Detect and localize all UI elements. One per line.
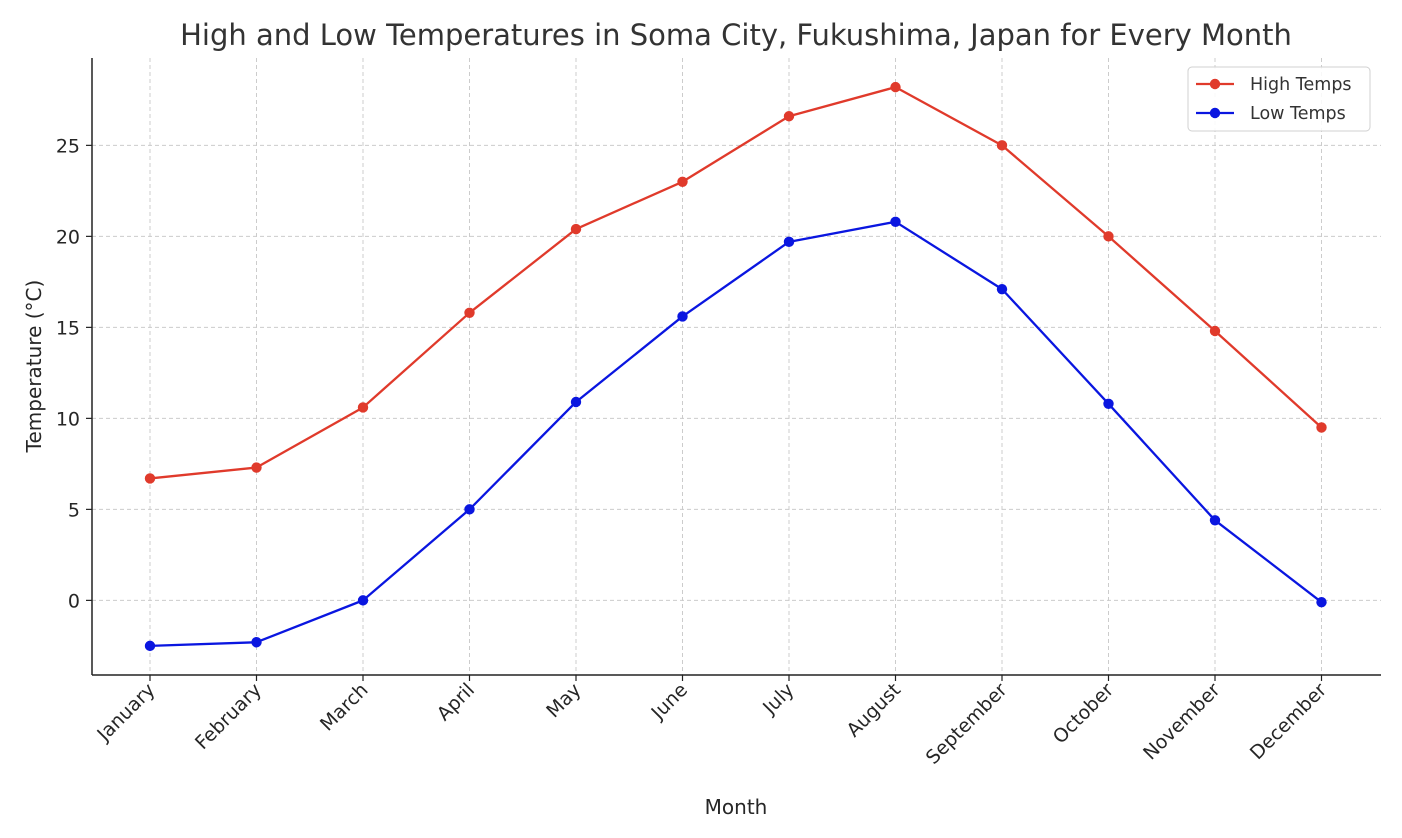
data-point-high-temps — [1103, 231, 1114, 242]
x-tick-label: July — [758, 679, 798, 719]
data-point-low-temps — [783, 236, 795, 248]
legend-swatch-marker-high-temps — [1209, 78, 1221, 90]
x-tick-label: April — [433, 679, 479, 725]
data-point-high-temps — [357, 402, 369, 413]
data-point-low-temps — [677, 311, 688, 322]
data-point-high-temps — [890, 81, 901, 93]
data-point-low-temps — [464, 504, 475, 515]
y-tick-label: 10 — [56, 408, 80, 430]
data-point-low-temps — [996, 283, 1008, 295]
x-tick-label: September — [922, 679, 1012, 769]
grid — [92, 58, 1381, 675]
legend: High Temps Low Temps — [1187, 66, 1371, 132]
axes — [91, 58, 1381, 676]
data-point-low-temps — [1103, 398, 1114, 410]
x-tick-label: January — [92, 679, 159, 746]
data-point-high-temps — [677, 176, 688, 187]
data-point-low-temps — [890, 216, 901, 228]
y-axis-title: Temperature (°C) — [22, 280, 46, 454]
ticks: 0 5 10 15 20 25 January February March April May Ju… — [56, 135, 1331, 768]
data-point-high-temps — [1209, 325, 1221, 337]
data-point-low-temps — [251, 637, 262, 648]
chart-title: High and Low Temperatures in Soma City, … — [180, 18, 1292, 52]
data-point-high-temps — [570, 223, 582, 235]
series — [144, 81, 1327, 652]
data-point-high-temps — [1316, 422, 1327, 433]
x-tick-label: August — [842, 679, 905, 742]
data-point-high-temps — [996, 140, 1008, 151]
x-tick-label: October — [1049, 679, 1118, 748]
data-point-low-temps — [1316, 596, 1327, 608]
legend-swatch-marker-low-temps — [1209, 107, 1221, 119]
series-low-temps — [144, 216, 1327, 652]
data-point-low-temps — [1209, 515, 1221, 526]
data-point-high-temps — [251, 462, 262, 473]
x-tick-label: March — [316, 679, 373, 736]
legend-label-low-temps: Low Temps — [1250, 104, 1346, 124]
y-tick-label: 20 — [56, 226, 80, 248]
data-point-high-temps — [144, 473, 156, 484]
y-tick-label: 5 — [68, 499, 80, 521]
data-point-low-temps — [570, 396, 582, 408]
series-high-temps — [144, 81, 1327, 484]
y-tick-label: 25 — [56, 135, 80, 157]
data-point-high-temps — [464, 307, 475, 319]
x-tick-label: December — [1246, 679, 1331, 764]
data-point-high-temps — [783, 111, 795, 122]
x-tick-label: June — [647, 679, 693, 725]
legend-label-high-temps: High Temps — [1250, 75, 1352, 95]
series-line-low-temps — [149, 220, 1323, 648]
series-line-high-temps — [149, 85, 1323, 480]
y-tick-label: 15 — [56, 317, 80, 339]
x-tick-label: May — [542, 679, 585, 722]
x-tick-label: November — [1139, 679, 1225, 765]
x-tick-label: February — [191, 679, 266, 754]
data-point-low-temps — [357, 595, 369, 606]
x-axis-title: Month — [705, 795, 768, 819]
data-point-low-temps — [144, 640, 156, 652]
y-tick-label: 0 — [68, 590, 80, 612]
